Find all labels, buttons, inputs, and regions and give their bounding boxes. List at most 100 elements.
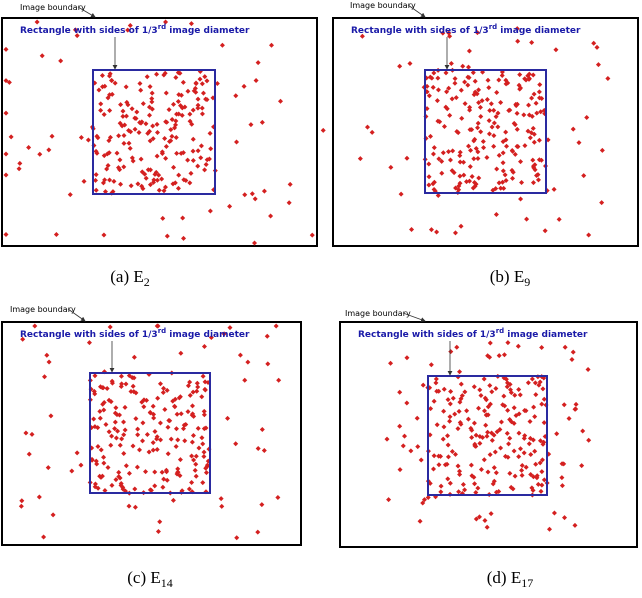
feature-point [491, 143, 497, 149]
feature-point [530, 157, 536, 163]
feature-point [519, 463, 525, 469]
feature-point [121, 164, 127, 170]
feature-point [117, 120, 123, 126]
feature-point [441, 424, 447, 430]
feature-point [121, 133, 127, 139]
feature-point [554, 431, 560, 437]
feature-point [537, 82, 543, 88]
feature-point [171, 101, 177, 107]
feature-point [448, 388, 454, 394]
feature-point [474, 91, 480, 97]
feature-point [476, 405, 482, 411]
feature-point [253, 78, 259, 84]
feature-point [185, 157, 191, 163]
feature-point [46, 147, 52, 153]
feature-point [547, 526, 553, 532]
feature-point [204, 78, 210, 84]
boundary-arrow [67, 308, 86, 322]
feature-point [225, 415, 231, 421]
feature-point [530, 125, 536, 131]
feature-point [188, 21, 194, 27]
feature-point [539, 469, 545, 475]
feature-point [192, 85, 198, 91]
feature-point [124, 99, 130, 105]
feature-point [195, 96, 201, 102]
feature-point [487, 452, 493, 458]
caption-text: (c) E [127, 568, 161, 587]
feature-point [481, 376, 487, 382]
feature-point [36, 494, 42, 500]
feature-point [109, 378, 115, 384]
feature-point [3, 46, 9, 52]
feature-point [161, 476, 167, 482]
feature-point [242, 377, 248, 383]
feature-point [515, 38, 521, 44]
feature-point [500, 402, 506, 408]
feature-point [507, 387, 513, 393]
feature-point [504, 380, 510, 386]
feature-point [440, 30, 446, 36]
feature-point [182, 438, 188, 444]
feature-point [498, 100, 504, 106]
feature-point [194, 388, 200, 394]
feature-point [106, 429, 112, 435]
feature-point [539, 401, 545, 407]
feature-point [189, 479, 195, 485]
feature-point [529, 113, 535, 119]
feature-point [397, 63, 403, 69]
feature-point [512, 473, 518, 479]
feature-point [445, 397, 451, 403]
feature-point [154, 434, 160, 440]
feature-point [526, 75, 532, 81]
feature-point [522, 76, 528, 82]
feature-point [438, 489, 444, 495]
feature-point [570, 126, 576, 132]
feature-point [536, 137, 542, 143]
feature-point [162, 407, 168, 413]
feature-point [93, 458, 99, 464]
feature-point [369, 129, 375, 135]
feature-point [112, 410, 118, 416]
feature-point [493, 211, 499, 217]
feature-point [125, 27, 131, 33]
feature-point [431, 398, 437, 404]
feature-point [484, 154, 490, 160]
feature-point [537, 438, 543, 444]
feature-point [172, 404, 178, 410]
feature-point [114, 150, 120, 156]
feature-point [384, 436, 390, 442]
feature-point [465, 82, 471, 88]
feature-point [178, 411, 184, 417]
feature-point [364, 124, 370, 130]
feature-point [522, 407, 528, 413]
feature-point [143, 175, 149, 181]
feature-point [58, 58, 64, 64]
feature-point [431, 466, 437, 472]
feature-point [531, 131, 537, 137]
feature-point [138, 120, 144, 126]
feature-point [529, 376, 535, 382]
panel: Image boundary Rectangle with sides of 1/… [1, 305, 302, 590]
feature-point [104, 386, 110, 392]
feature-point [586, 232, 592, 238]
feature-point [112, 419, 118, 425]
feature-point [98, 107, 104, 113]
feature-point [467, 104, 473, 110]
feature-point [41, 534, 47, 540]
feature-point [46, 359, 52, 365]
feature-point [147, 84, 153, 90]
feature-point [202, 386, 208, 392]
feature-point [500, 150, 506, 156]
feature-point [595, 62, 601, 68]
feature-point [109, 482, 115, 488]
feature-point [195, 148, 201, 154]
feature-point [195, 384, 201, 390]
feature-point [569, 357, 575, 363]
feature-point [150, 403, 156, 409]
feature-point [491, 120, 497, 126]
feature-point [516, 430, 522, 436]
feature-point [481, 457, 487, 463]
feature-point [157, 420, 163, 426]
feature-point [559, 475, 565, 481]
feature-point [157, 519, 163, 525]
